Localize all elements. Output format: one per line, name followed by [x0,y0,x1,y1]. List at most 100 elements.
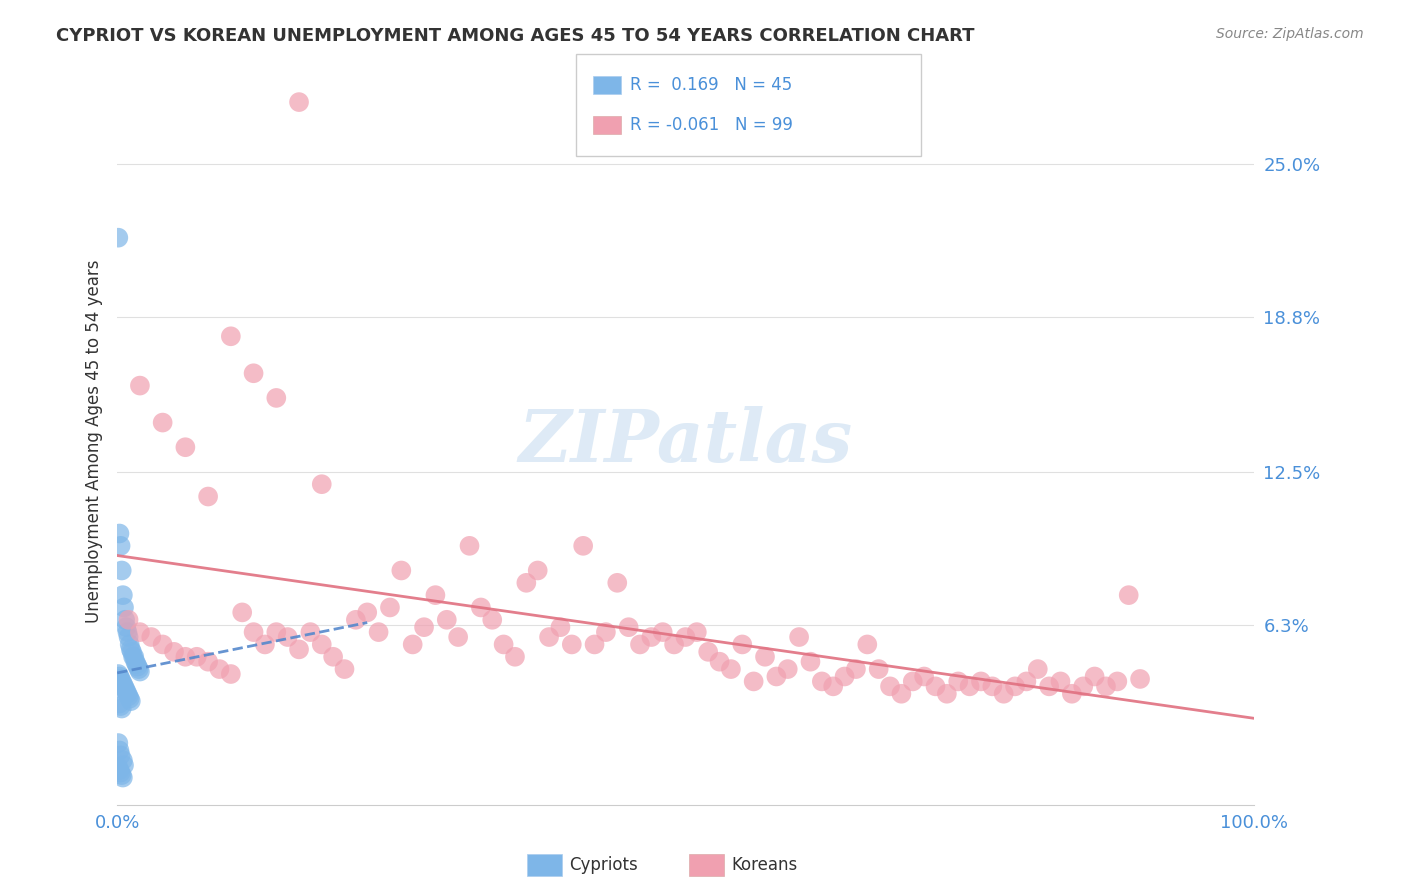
Point [117,625,139,640]
Point [515,575,537,590]
Y-axis label: Unemployment Among Ages 45 to 54 years: Unemployment Among Ages 45 to 54 years [86,260,103,623]
Point [122,649,145,664]
Point [765,669,787,683]
Text: ZIPatlas: ZIPatlas [519,406,852,476]
Point [561,637,583,651]
Point [110,765,132,780]
Point [402,637,425,651]
Point [1026,662,1049,676]
Point [720,662,742,676]
Point [1038,679,1060,693]
Text: R = -0.061   N = 99: R = -0.061 N = 99 [630,116,793,134]
Point [1095,679,1118,693]
Point [868,662,890,676]
Point [120,642,142,657]
Point [538,630,561,644]
Point [413,620,436,634]
Point [107,230,129,244]
Point [174,649,197,664]
Point [117,613,139,627]
Point [481,613,503,627]
Point [709,655,731,669]
Point [108,526,131,541]
Point [470,600,492,615]
Point [115,684,138,698]
Point [120,694,142,708]
Point [651,625,673,640]
Point [129,378,152,392]
Point [111,674,134,689]
Point [1129,672,1152,686]
Point [776,662,799,676]
Point [447,630,470,644]
Point [111,701,134,715]
Point [959,679,981,693]
Point [110,672,132,686]
Point [127,659,149,673]
Point [117,690,139,704]
Point [219,329,242,343]
Point [114,613,136,627]
Point [125,657,148,672]
Point [1060,687,1083,701]
Point [606,575,628,590]
Point [787,630,810,644]
Point [122,649,145,664]
Point [186,649,208,664]
Point [288,642,311,657]
Point [219,667,242,681]
Point [924,679,946,693]
Point [124,655,146,669]
Point [108,697,131,711]
Point [117,630,139,644]
Point [266,391,288,405]
Text: R =  0.169   N = 45: R = 0.169 N = 45 [630,76,792,94]
Point [436,613,458,627]
Point [231,606,253,620]
Point [640,630,662,644]
Point [333,662,356,676]
Point [367,625,389,640]
Point [550,620,572,634]
Point [901,674,924,689]
Point [110,699,132,714]
Point [108,763,131,777]
Point [111,677,134,691]
Point [935,687,957,701]
Point [266,625,288,640]
Point [526,564,548,578]
Point [108,743,131,757]
Point [253,637,276,651]
Point [811,674,834,689]
Point [662,637,685,651]
Point [112,600,135,615]
Point [311,477,333,491]
Point [425,588,447,602]
Point [1071,679,1094,693]
Point [152,637,174,651]
Point [112,758,135,772]
Point [503,649,526,664]
Point [1049,674,1071,689]
Point [242,366,264,380]
Text: Koreans: Koreans [731,856,797,874]
Point [107,761,129,775]
Point [356,606,378,620]
Point [110,748,132,763]
Point [1015,674,1038,689]
Point [107,736,129,750]
Point [129,665,152,679]
Point [117,687,139,701]
Text: CYPRIOT VS KOREAN UNEMPLOYMENT AMONG AGES 45 TO 54 YEARS CORRELATION CHART: CYPRIOT VS KOREAN UNEMPLOYMENT AMONG AGE… [56,27,974,45]
Point [128,662,150,676]
Point [845,662,868,676]
Point [111,768,134,782]
Point [299,625,322,640]
Text: Source: ZipAtlas.com: Source: ZipAtlas.com [1216,27,1364,41]
Point [742,674,765,689]
Point [697,645,720,659]
Point [107,667,129,681]
Point [912,669,935,683]
Point [583,637,606,651]
Point [1118,588,1140,602]
